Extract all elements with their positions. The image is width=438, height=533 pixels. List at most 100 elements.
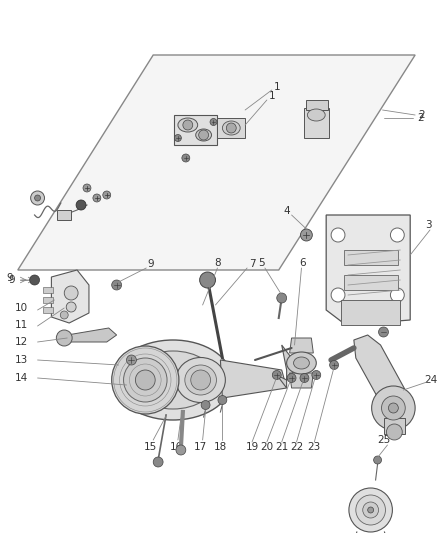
Bar <box>384 418 405 434</box>
Circle shape <box>349 488 392 532</box>
Bar <box>344 275 398 290</box>
Circle shape <box>330 360 339 369</box>
Ellipse shape <box>130 351 216 409</box>
Polygon shape <box>341 300 400 325</box>
Text: 24: 24 <box>424 375 438 385</box>
Text: 2: 2 <box>419 110 425 120</box>
Circle shape <box>200 272 215 288</box>
Text: 9: 9 <box>9 275 15 285</box>
Circle shape <box>174 134 181 141</box>
Text: 11: 11 <box>15 320 28 330</box>
Circle shape <box>381 396 405 420</box>
Circle shape <box>390 228 404 242</box>
Text: 25: 25 <box>377 435 390 445</box>
Text: 1: 1 <box>273 82 280 92</box>
Ellipse shape <box>196 129 212 141</box>
Circle shape <box>66 302 76 312</box>
Polygon shape <box>64 328 117 342</box>
Bar <box>304 108 329 138</box>
Circle shape <box>30 275 39 285</box>
Bar <box>43 287 53 293</box>
Circle shape <box>277 293 286 303</box>
Circle shape <box>210 118 217 125</box>
Text: 3: 3 <box>425 220 431 230</box>
Circle shape <box>124 358 167 402</box>
Polygon shape <box>290 373 313 388</box>
Text: 16: 16 <box>170 442 183 452</box>
Circle shape <box>57 330 72 346</box>
Bar <box>217 118 245 138</box>
Ellipse shape <box>114 340 232 420</box>
Ellipse shape <box>286 352 316 374</box>
Text: 8: 8 <box>214 258 221 268</box>
Text: 20: 20 <box>260 442 273 452</box>
Ellipse shape <box>293 357 309 369</box>
Circle shape <box>226 123 236 133</box>
Circle shape <box>60 311 68 319</box>
Circle shape <box>386 424 402 440</box>
Polygon shape <box>220 360 286 398</box>
Circle shape <box>112 280 122 290</box>
Text: 4: 4 <box>283 206 290 216</box>
Circle shape <box>176 445 186 455</box>
Circle shape <box>127 355 136 365</box>
Circle shape <box>300 374 309 383</box>
Text: 12: 12 <box>15 337 28 347</box>
Text: 6: 6 <box>299 258 306 268</box>
Bar <box>57 210 71 220</box>
Circle shape <box>153 457 163 467</box>
Circle shape <box>76 200 86 210</box>
Circle shape <box>182 154 190 162</box>
Text: 21: 21 <box>275 442 288 452</box>
Circle shape <box>389 403 398 413</box>
Circle shape <box>331 228 345 242</box>
Polygon shape <box>277 345 297 388</box>
Polygon shape <box>51 270 89 323</box>
Circle shape <box>64 286 78 300</box>
Circle shape <box>135 370 155 390</box>
Circle shape <box>378 327 389 337</box>
Text: 14: 14 <box>15 373 28 383</box>
Circle shape <box>35 195 41 201</box>
Polygon shape <box>354 335 410 415</box>
Circle shape <box>199 130 208 140</box>
Circle shape <box>372 386 415 430</box>
Circle shape <box>363 502 378 518</box>
Circle shape <box>312 370 321 379</box>
Ellipse shape <box>178 118 198 132</box>
Text: 15: 15 <box>144 442 157 452</box>
Polygon shape <box>326 215 410 325</box>
Circle shape <box>103 191 111 199</box>
Circle shape <box>390 288 404 302</box>
Bar <box>43 307 53 313</box>
Text: 9: 9 <box>147 259 154 269</box>
Ellipse shape <box>307 109 325 121</box>
Text: 23: 23 <box>307 442 321 452</box>
Text: 17: 17 <box>194 442 207 452</box>
Circle shape <box>331 288 345 302</box>
Circle shape <box>374 456 381 464</box>
Text: 13: 13 <box>15 355 28 365</box>
Polygon shape <box>18 55 415 270</box>
Circle shape <box>191 370 211 390</box>
Text: 10: 10 <box>15 303 28 313</box>
Polygon shape <box>290 338 313 353</box>
Text: 22: 22 <box>290 442 303 452</box>
Bar <box>307 100 328 110</box>
Circle shape <box>183 120 193 130</box>
Bar <box>344 250 398 265</box>
Circle shape <box>31 191 45 205</box>
Circle shape <box>287 374 296 383</box>
Bar <box>43 297 53 303</box>
Circle shape <box>300 229 312 241</box>
Text: 9: 9 <box>7 273 13 283</box>
Text: 5: 5 <box>258 258 265 268</box>
Text: 7: 7 <box>249 259 255 269</box>
Bar <box>174 115 217 145</box>
Ellipse shape <box>185 365 216 395</box>
Circle shape <box>83 184 91 192</box>
Ellipse shape <box>176 358 226 402</box>
Text: 2: 2 <box>417 113 424 123</box>
Circle shape <box>218 395 227 405</box>
Circle shape <box>367 507 374 513</box>
